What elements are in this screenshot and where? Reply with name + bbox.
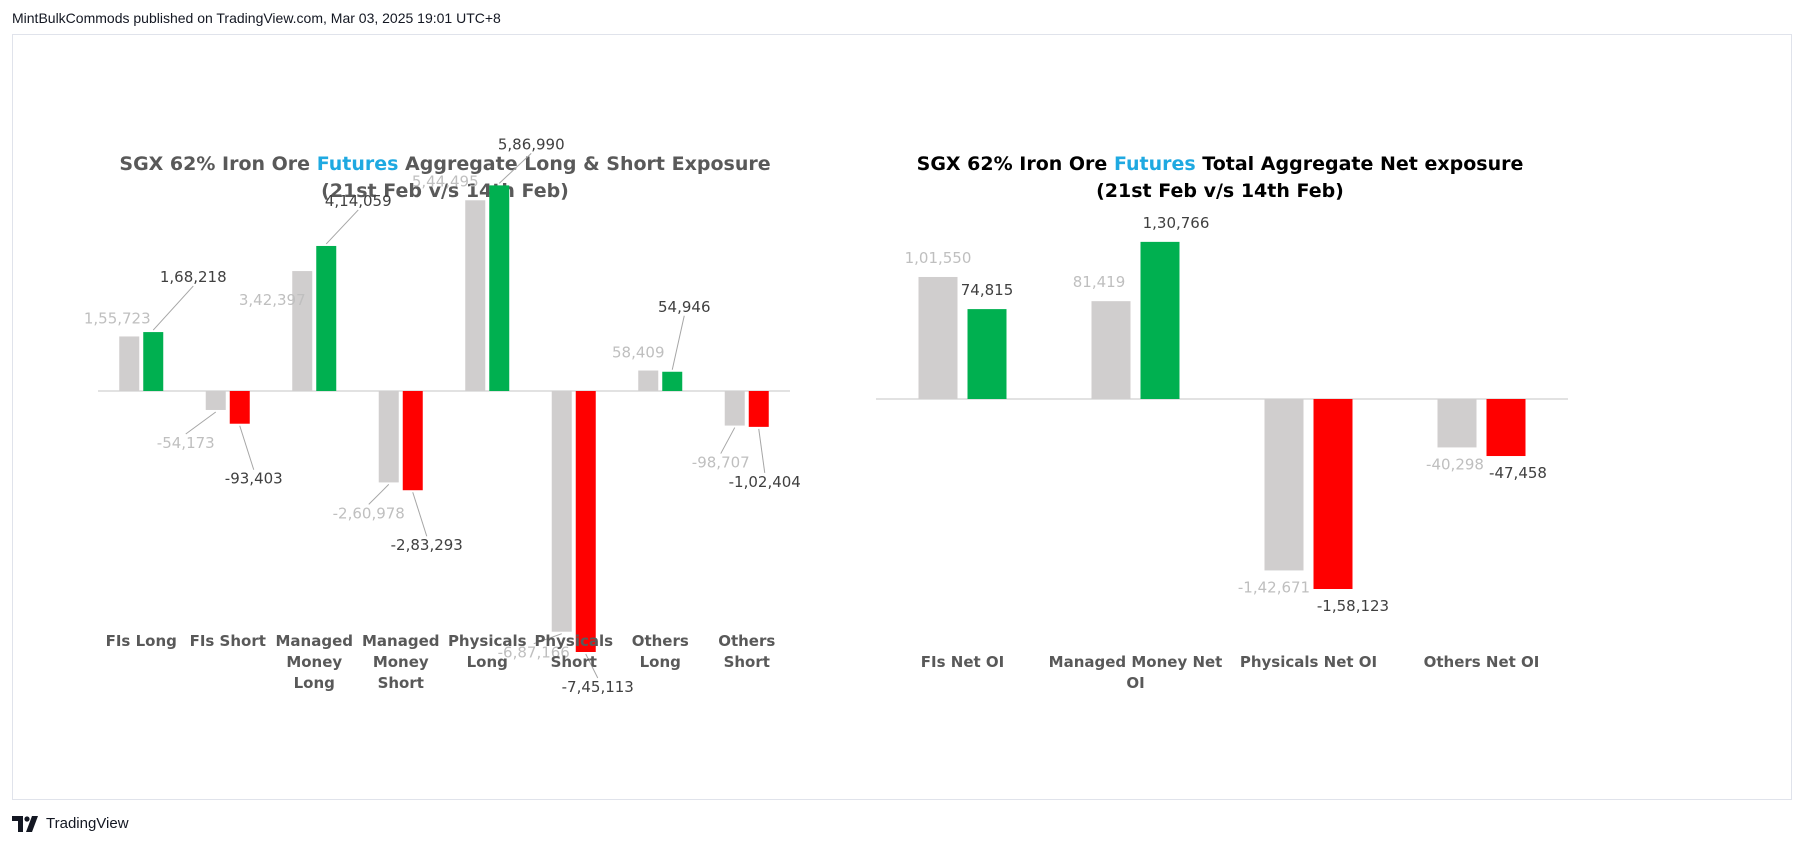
data-label-leader-line <box>533 633 562 645</box>
bar-21st-feb <box>489 185 510 391</box>
data-label: -47,458 <box>1489 464 1547 482</box>
category-label: Managed Money Net <box>1049 653 1223 671</box>
category-label: Money <box>286 653 342 671</box>
bar-14th-feb <box>551 391 572 632</box>
data-label-leader-line <box>758 428 766 473</box>
data-label-leader-line <box>412 492 428 537</box>
bar-21st-feb <box>316 245 337 391</box>
category-label: Money <box>373 653 429 671</box>
data-label: -93,403 <box>225 470 283 488</box>
chart-subtitle: (21st Feb v/s 14th Feb) <box>1096 180 1344 202</box>
data-label: -6,87,166 <box>498 644 570 662</box>
bar-21st-feb <box>967 309 1007 399</box>
bar-21st-feb <box>1140 241 1180 399</box>
data-label: -1,58,123 <box>1317 597 1389 615</box>
tradingview-logo-icon <box>12 815 38 832</box>
category-label: Short <box>724 653 770 671</box>
footer-brand-label: TradingView <box>46 815 129 832</box>
bar-21st-feb <box>229 391 250 424</box>
data-label: -40,298 <box>1426 455 1484 473</box>
category-label: Long <box>467 653 508 671</box>
bar-14th-feb <box>1437 399 1477 448</box>
data-label-leader-line <box>368 484 390 505</box>
data-label: -2,83,293 <box>391 536 463 554</box>
chart-title: SGX 62% Iron Ore Futures Aggregate Long … <box>119 153 770 175</box>
data-label: 54,946 <box>658 298 711 316</box>
category-label: Managed <box>362 632 440 650</box>
bar-14th-feb <box>292 271 313 391</box>
data-label: -7,45,113 <box>562 678 634 696</box>
bar-14th-feb <box>119 336 140 391</box>
chart-title-highlight: Futures <box>317 153 399 175</box>
data-label: 4,14,059 <box>325 192 392 210</box>
category-label: FIs Short <box>190 632 266 650</box>
category-label: Physicals Net OI <box>1240 653 1377 671</box>
data-label: -54,173 <box>157 434 215 452</box>
data-label: -2,60,978 <box>333 504 405 522</box>
category-label: Physicals <box>448 632 527 650</box>
category-label: Long <box>294 674 335 692</box>
bar-21st-feb <box>143 332 164 391</box>
bar-14th-feb <box>378 391 399 483</box>
data-label: -1,02,404 <box>729 473 801 491</box>
bar-14th-feb <box>638 370 659 391</box>
data-label: 5,44,495 <box>412 172 479 190</box>
data-label: 1,68,218 <box>160 268 227 286</box>
category-label: Others Net OI <box>1424 653 1540 671</box>
bar-21st-feb <box>1486 399 1526 457</box>
category-label: Managed <box>276 632 354 650</box>
data-label-leader-line <box>185 411 217 435</box>
chart-title-part: SGX 62% Iron Ore <box>119 153 316 175</box>
category-label: Short <box>378 674 424 692</box>
bar-21st-feb <box>575 391 596 652</box>
data-label: 3,42,397 <box>239 291 306 309</box>
data-label: 1,01,550 <box>905 249 972 267</box>
data-label-leader-line <box>585 653 599 679</box>
data-label-leader-line <box>498 153 532 184</box>
data-label-leader-line <box>152 285 194 331</box>
category-label: FIs Net OI <box>921 653 1004 671</box>
category-label: Others <box>632 632 689 650</box>
category-label: Short <box>551 653 597 671</box>
bar-21st-feb <box>662 371 683 391</box>
data-label-leader-line <box>239 425 255 470</box>
category-label: Others <box>718 632 775 650</box>
bar-14th-feb <box>724 391 745 426</box>
publisher-line: MintBulkCommods published on TradingView… <box>12 10 501 26</box>
data-label: 1,55,723 <box>84 309 151 327</box>
chart-title-part: Total Aggregate Net exposure <box>1196 153 1524 175</box>
bar-14th-feb <box>918 276 958 399</box>
category-label: FIs Long <box>106 632 177 650</box>
data-label: 1,30,766 <box>1143 214 1210 232</box>
category-label: Long <box>640 653 681 671</box>
chart-title: SGX 62% Iron Ore Futures Total Aggregate… <box>917 153 1524 175</box>
bar-14th-feb <box>465 200 486 391</box>
data-label-leader-line <box>671 315 685 370</box>
data-label-leader-line <box>325 209 359 245</box>
data-label-leader-line <box>720 427 736 454</box>
data-label: 58,409 <box>612 344 665 362</box>
data-label: -1,42,671 <box>1238 578 1310 596</box>
bar-14th-feb <box>1091 301 1131 399</box>
data-label: 81,419 <box>1073 273 1126 291</box>
data-label: -98,707 <box>692 454 750 472</box>
footer-brand[interactable]: TradingView <box>12 815 129 832</box>
chart-title-part: SGX 62% Iron Ore <box>917 153 1114 175</box>
bar-21st-feb <box>402 391 423 491</box>
data-label: 5,86,990 <box>498 135 565 153</box>
bar-14th-feb <box>1264 399 1304 571</box>
chart-title-part: Aggregate Long & Short Exposure <box>398 153 770 175</box>
data-label: 74,815 <box>961 281 1014 299</box>
bar-21st-feb <box>1313 399 1353 589</box>
category-label: Physicals <box>534 632 613 650</box>
bar-21st-feb <box>748 391 769 427</box>
chart-title-highlight: Futures <box>1114 153 1196 175</box>
bar-14th-feb <box>205 391 226 410</box>
category-label: OI <box>1126 674 1144 692</box>
